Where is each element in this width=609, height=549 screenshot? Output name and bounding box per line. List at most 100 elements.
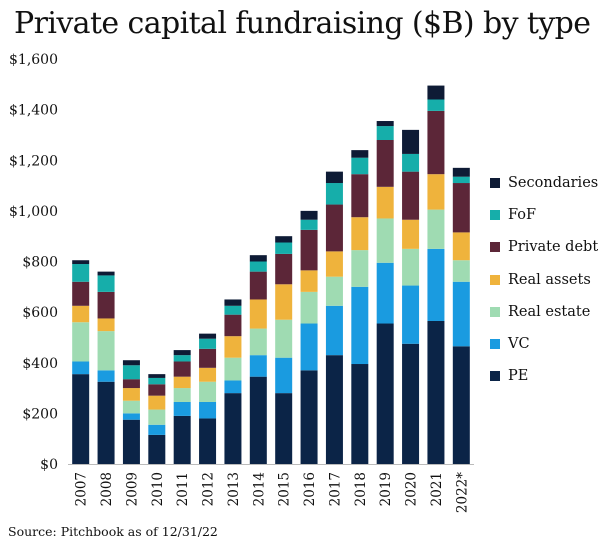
bar-segment-real-assets-2007 bbox=[72, 305, 90, 323]
bar-segment-fof-2022 bbox=[452, 176, 470, 184]
bar-segment-real-estate-2009 bbox=[122, 400, 140, 414]
bar-segment-private-debt-2014 bbox=[249, 271, 267, 300]
legend-swatch bbox=[490, 210, 500, 221]
bar-segment-real-assets-2011 bbox=[173, 376, 191, 389]
legend-swatch bbox=[490, 274, 500, 285]
bar-segment-vc-2016 bbox=[300, 323, 318, 371]
legend-item-pe: PE bbox=[490, 366, 528, 386]
bar-segment-private-debt-2017 bbox=[325, 204, 343, 252]
x-tick-label: 2013 bbox=[226, 472, 242, 506]
bar-segment-secondaries-2015 bbox=[275, 236, 293, 243]
x-tick-label: 2007 bbox=[74, 472, 90, 506]
bar-segment-fof-2007 bbox=[72, 264, 90, 282]
bar-segment-fof-2012 bbox=[199, 338, 217, 349]
bar-segment-real-estate-2012 bbox=[199, 381, 217, 402]
bar-segment-real-assets-2019 bbox=[376, 186, 394, 219]
bar-segment-private-debt-2010 bbox=[148, 384, 166, 396]
bar-segment-real-assets-2022 bbox=[452, 232, 470, 261]
bar-segment-real-assets-2008 bbox=[97, 318, 115, 332]
bar-segment-secondaries-2013 bbox=[224, 299, 242, 306]
x-tick-label: 2020 bbox=[404, 472, 420, 506]
x-tick-label: 2009 bbox=[124, 472, 140, 506]
legend-swatch bbox=[490, 306, 500, 317]
x-tick-label: 2021 bbox=[429, 472, 445, 506]
bar-segment-real-estate-2014 bbox=[249, 328, 267, 356]
bar-segment-fof-2009 bbox=[122, 365, 140, 380]
bar-segment-fof-2011 bbox=[173, 355, 191, 362]
legend-item-real-estate: Real estate bbox=[490, 302, 590, 322]
y-tick-label: $1,000 bbox=[9, 204, 58, 220]
bar-segment-real-estate-2017 bbox=[325, 276, 343, 306]
bar-segment-real-estate-2022 bbox=[452, 260, 470, 282]
bar-segment-pe-2011 bbox=[173, 415, 191, 464]
x-tick-label: 2008 bbox=[99, 472, 115, 506]
bar-segment-vc-2010 bbox=[148, 424, 166, 435]
bar-segment-secondaries-2018 bbox=[351, 150, 369, 158]
legend-item-fof: FoF bbox=[490, 205, 536, 225]
bar-segment-secondaries-2017 bbox=[325, 171, 343, 184]
bar-segment-real-assets-2014 bbox=[249, 299, 267, 329]
bar-segment-secondaries-2009 bbox=[122, 360, 140, 366]
bar-segment-fof-2015 bbox=[275, 242, 293, 254]
x-tick-label: 2012 bbox=[201, 472, 217, 506]
y-tick-label: $200 bbox=[22, 406, 58, 422]
x-tick-label: 2011 bbox=[175, 472, 191, 506]
bar-segment-real-assets-2016 bbox=[300, 270, 318, 292]
legend-item-private-debt: Private debt bbox=[490, 237, 598, 257]
bar-segment-private-debt-2013 bbox=[224, 314, 242, 337]
bar-segment-real-estate-2007 bbox=[72, 322, 90, 362]
bar-segment-secondaries-2021 bbox=[427, 85, 445, 100]
bar-segment-vc-2019 bbox=[376, 262, 394, 324]
x-tick-label: 2018 bbox=[353, 472, 369, 506]
bar-segment-fof-2020 bbox=[402, 153, 420, 172]
legend-item-real-assets: Real assets bbox=[490, 270, 591, 290]
legend-swatch bbox=[490, 242, 500, 253]
bar-segment-fof-2016 bbox=[300, 219, 318, 230]
bar-segment-secondaries-2016 bbox=[300, 210, 318, 220]
legend-label: Secondaries bbox=[508, 175, 599, 191]
y-tick-label: $800 bbox=[22, 255, 58, 271]
y-tick-label: $0 bbox=[40, 457, 58, 473]
bar-segment-private-debt-2008 bbox=[97, 291, 115, 319]
bar-segment-secondaries-2019 bbox=[376, 121, 394, 127]
bar-segment-vc-2018 bbox=[351, 286, 369, 365]
bar-segment-vc-2022 bbox=[452, 281, 470, 347]
bar-segment-secondaries-2007 bbox=[72, 260, 90, 265]
bar-segment-real-estate-2015 bbox=[275, 319, 293, 358]
bar-segment-pe-2009 bbox=[122, 419, 140, 464]
bar-segment-vc-2009 bbox=[122, 413, 140, 420]
bar-segment-fof-2019 bbox=[376, 126, 394, 140]
bar-segment-pe-2019 bbox=[376, 323, 394, 464]
bar-segment-vc-2007 bbox=[72, 361, 90, 375]
bar-segment-private-debt-2009 bbox=[122, 379, 140, 389]
bar-segment-pe-2018 bbox=[351, 364, 369, 464]
x-tick-label: 2022* bbox=[454, 472, 470, 513]
legend-item-vc: VC bbox=[490, 334, 530, 354]
x-tick-label: 2015 bbox=[277, 472, 293, 506]
bar-segment-pe-2015 bbox=[275, 393, 293, 464]
bar-segment-fof-2008 bbox=[97, 275, 115, 292]
legend-label: FoF bbox=[508, 207, 537, 224]
legend-label: Real estate bbox=[508, 303, 591, 320]
bar-segment-pe-2013 bbox=[224, 393, 242, 464]
bar-segment-real-assets-2009 bbox=[122, 388, 140, 401]
bar-segment-private-debt-2022 bbox=[452, 183, 470, 233]
bar-segment-real-estate-2008 bbox=[97, 331, 115, 371]
bar-segment-vc-2017 bbox=[325, 305, 343, 356]
bar-segment-private-debt-2018 bbox=[351, 174, 369, 218]
bar-segment-vc-2014 bbox=[249, 355, 267, 377]
legend-item-secondaries: Secondaries bbox=[490, 173, 598, 193]
bar-segment-pe-2017 bbox=[325, 355, 343, 464]
bar-segment-private-debt-2020 bbox=[402, 171, 420, 220]
y-tick-label: $1,200 bbox=[9, 153, 58, 169]
bar-segment-pe-2022 bbox=[452, 346, 470, 464]
x-tick-label: 2010 bbox=[150, 472, 166, 506]
bar-segment-pe-2008 bbox=[97, 381, 115, 464]
bar-segment-real-assets-2018 bbox=[351, 217, 369, 251]
bar-segment-fof-2010 bbox=[148, 377, 166, 385]
source-note: Source: Pitchbook as of 12/31/22 bbox=[8, 524, 218, 539]
bar-segment-real-estate-2016 bbox=[300, 291, 318, 324]
bar-segment-real-estate-2010 bbox=[148, 409, 166, 425]
bar-segment-pe-2012 bbox=[199, 418, 217, 464]
